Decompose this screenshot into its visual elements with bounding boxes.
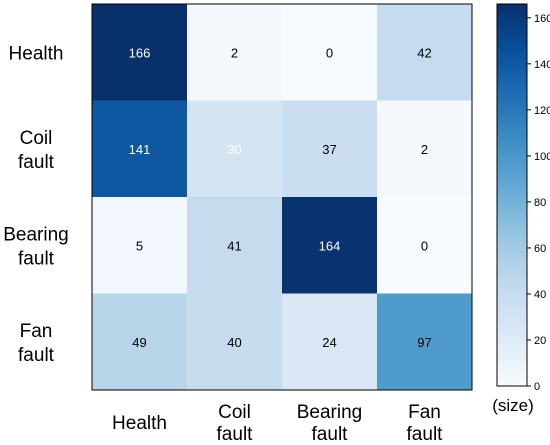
- cell-value-label: 0: [421, 238, 428, 253]
- colorbar-gradient: [496, 3, 528, 387]
- cell-value-label: 24: [322, 335, 336, 350]
- column-label: Coil: [218, 402, 251, 423]
- heatmap-cell: [377, 293, 473, 391]
- colorbar-tick-label: 0: [534, 381, 540, 393]
- colorbar-tick-label: 140: [534, 59, 550, 71]
- column-label: fault: [407, 424, 444, 445]
- colorbar-tick-label: 160: [534, 13, 550, 25]
- heatmap-cell: [92, 197, 188, 294]
- heatmap-cell: [187, 197, 283, 294]
- colorbar-tick-label: 40: [534, 289, 546, 301]
- heatmap-cell: [92, 4, 188, 101]
- heatmap-cell: [377, 4, 473, 101]
- row-label: fault: [18, 152, 55, 173]
- cell-value-label: 97: [417, 335, 431, 350]
- cell-value-label: 42: [417, 45, 431, 60]
- cell-value-label: 30: [227, 142, 241, 157]
- heatmap-cell: [282, 293, 378, 391]
- heatmap-cell: [282, 197, 378, 294]
- column-label: Bearing: [297, 402, 363, 423]
- colorbar-label: (size): [492, 396, 534, 415]
- row-label: Health: [9, 43, 64, 64]
- heatmap-cell: [92, 100, 188, 198]
- heatmap-cell: [187, 293, 283, 391]
- heatmap-frame: [91, 3, 473, 391]
- row-label: Coil: [20, 128, 53, 149]
- row-label: fault: [18, 345, 55, 366]
- colorbar-tick-label: 120: [534, 105, 550, 117]
- row-labels: Health Coil fault Bearing fault Fan fault: [3, 43, 69, 366]
- heatmap-cell: [377, 197, 473, 294]
- cell-value-label: 41: [227, 238, 241, 253]
- cell-value-label: 0: [326, 45, 333, 60]
- colorbar: 0 20 40 60 80 100 120 140 160: [496, 3, 550, 393]
- column-label: fault: [312, 424, 349, 445]
- colorbar-tick-label: 80: [534, 197, 546, 209]
- cell-value-label: 40: [227, 335, 241, 350]
- heatmap-cell: [377, 100, 473, 198]
- cell-value-label: 164: [319, 238, 341, 253]
- row-label: Bearing: [3, 224, 69, 245]
- heatmap-cells: [91, 3, 473, 391]
- colorbar-tick-label: 60: [534, 243, 546, 255]
- heatmap-cell: [282, 100, 378, 198]
- heatmap-cell: [92, 293, 188, 391]
- heatmap-cell: [187, 4, 283, 101]
- row-label: fault: [18, 248, 55, 269]
- cell-value-label: 166: [129, 45, 151, 60]
- heatmap-cell: [187, 100, 283, 198]
- heatmap-cell: [282, 4, 378, 101]
- cell-value-label: 2: [421, 142, 428, 157]
- colorbar-tick-label: 100: [534, 151, 550, 163]
- cell-value-label: 2: [231, 45, 238, 60]
- cell-value-label: 141: [129, 142, 151, 157]
- row-label: Fan: [20, 321, 53, 342]
- column-label: fault: [217, 424, 254, 445]
- column-label: Fan: [408, 402, 441, 423]
- column-label: Health: [112, 413, 167, 434]
- cell-value-label: 5: [136, 238, 143, 253]
- colorbar-tick-label: 20: [534, 335, 546, 347]
- cell-value-labels: 166 2 0 42 141 30 37 2 5 41 164 0 49 40 24 97: [129, 45, 432, 350]
- cell-value-label: 37: [322, 142, 336, 157]
- cell-value-label: 49: [132, 335, 146, 350]
